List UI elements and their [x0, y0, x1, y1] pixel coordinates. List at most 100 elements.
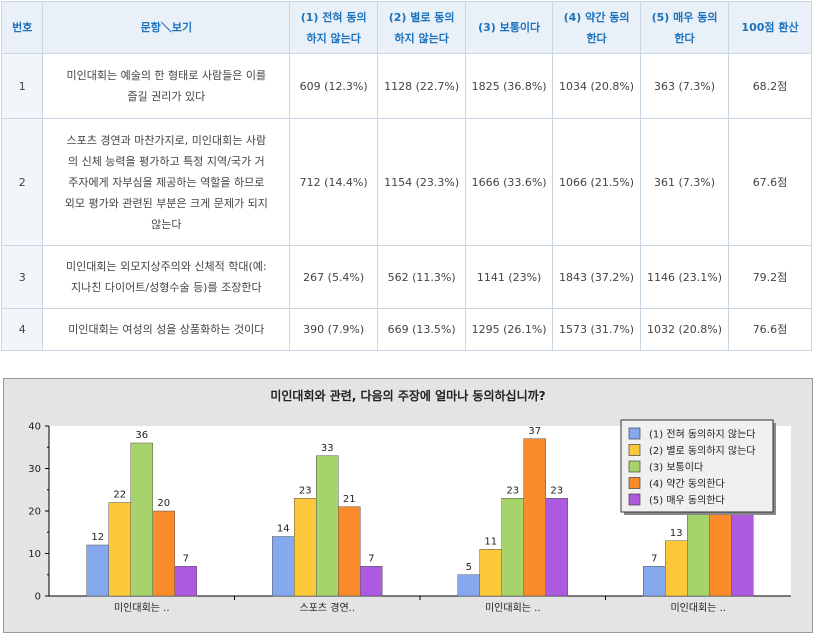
cell-option-4: 1843 (37.2%): [552, 245, 642, 309]
header-option-1-line1: (1) 전혀 동의: [300, 10, 367, 24]
chart-bars: 122236207142333217511233723713263221: [86, 426, 754, 597]
cell-option-1: 609 (12.3%): [289, 53, 379, 119]
x-tick-label: 미인대회는 ..: [485, 602, 541, 614]
table-row: 1 미인대회는 예술의 한 형태로 사람들은 이를 즐길 권리가 있다 609 …: [0, 53, 812, 119]
header-option-4-line1: (4) 약간 동의: [563, 10, 630, 24]
bar-2-cat-2: [294, 498, 317, 597]
chart-legend: (1) 전혀 동의하지 않는다 (2) 별로 동의하지 않는다 (3) 보통이다 (4…: [620, 419, 776, 515]
cell-option-3: 1825 (36.8%): [465, 53, 554, 119]
bar-value-label: 23: [550, 485, 563, 496]
x-tick-label: 스포츠 경연..: [299, 601, 355, 614]
statement-line: 외모 평가와 관련된 부분은 크게 문제가 되지: [64, 196, 268, 210]
header-option-5-line2: 한다: [674, 31, 695, 45]
cell-score: 68.2점: [728, 53, 812, 119]
bar-1-cat-2: [272, 536, 295, 597]
y-tick-label: 30: [28, 464, 41, 475]
row-number: 2: [0, 118, 44, 246]
statement-line: 미인대회는 여성의 성을 상품화하는 것이다: [68, 323, 265, 336]
y-tick-label: 10: [28, 549, 41, 560]
bar-value-label: 22: [113, 490, 126, 501]
statement-line: 미인대회는 예술의 한 형태로 사람들은 이를: [66, 69, 267, 82]
statement-line: 스포츠 경연과 마찬가지로, 미인대회는 사람: [66, 133, 267, 147]
bar-value-label: 7: [368, 553, 374, 564]
bar-value-label: 37: [528, 426, 541, 437]
header-option-1-line2: 하지 않는다: [306, 31, 361, 45]
legend-box: [620, 419, 774, 513]
header-no: 번호: [0, 1, 44, 54]
statement-line: 즐길 권리가 있다: [127, 90, 206, 103]
bar-5-cat-1: [174, 566, 197, 597]
cell-option-5: 1032 (20.8%): [640, 308, 730, 351]
y-tick-label: 0: [35, 592, 41, 603]
bar-4-cat-2: [338, 506, 361, 597]
table-row: 4 미인대회는 여성의 성을 상품화하는 것이다 390 (7.9%) 669 …: [0, 308, 812, 351]
bar-2-cat-4: [665, 540, 688, 597]
bar-value-label: 5: [466, 562, 472, 573]
bar-value-label: 36: [135, 430, 148, 441]
cell-score: 79.2점: [728, 245, 812, 309]
header-option-5-line1: (5) 매우 동의: [651, 10, 718, 24]
legend-label: (4) 약간 동의한다: [649, 478, 725, 490]
cell-option-4: 1066 (21.5%): [552, 118, 642, 246]
row-number: 4: [0, 308, 44, 351]
cell-option-2: 669 (13.5%): [377, 308, 467, 351]
legend-swatch: [628, 444, 641, 456]
legend-label: (2) 별로 동의하지 않는다: [649, 444, 756, 457]
bar-value-label: 7: [651, 553, 657, 564]
bar-5-cat-2: [360, 566, 383, 597]
bar-3-cat-2: [316, 455, 339, 597]
cell-option-1: 712 (14.4%): [289, 118, 379, 246]
x-tick-label: 미인대회는 ..: [114, 602, 170, 614]
cell-option-2: 562 (11.3%): [377, 245, 467, 309]
legend-swatch: [628, 493, 641, 506]
row-statement: 미인대회는 여성의 성을 상품화하는 것이다: [42, 308, 291, 351]
bar-1-cat-4: [643, 566, 666, 597]
bar-value-label: 12: [91, 532, 104, 543]
cell-option-5: 363 (7.3%): [640, 53, 730, 119]
header-option-2: (2) 별로 동의 하지 않는다: [377, 1, 467, 54]
cell-option-4: 1573 (31.7%): [552, 308, 642, 351]
legend-label: (5) 매우 동의한다: [649, 495, 725, 507]
table-row: 2 스포츠 경연과 마찬가지로, 미인대회는 사람 의 신체 능력을 평가하고 …: [0, 118, 812, 246]
header-score: 100점 환산: [728, 1, 812, 54]
row-statement: 미인대회는 예술의 한 형태로 사람들은 이를 즐길 권리가 있다: [42, 53, 291, 119]
bar-5-cat-3: [545, 498, 568, 597]
statement-line: 미인대회는 외모지상주의와 신체적 학대(예:: [65, 260, 267, 273]
bar-1-cat-1: [86, 544, 109, 597]
cell-option-2: 1154 (23.3%): [377, 118, 467, 246]
cell-option-1: 390 (7.9%): [289, 308, 379, 351]
cell-option-4: 1034 (20.8%): [552, 53, 642, 119]
legend-label: (3) 보통이다: [649, 462, 703, 474]
bar-4-cat-1: [152, 510, 175, 597]
cell-option-3: 1141 (23%): [465, 245, 554, 309]
bar-value-label: 7: [183, 553, 189, 564]
cell-score: 67.6점: [728, 118, 812, 246]
cell-option-5: 361 (7.3%): [640, 118, 730, 246]
cell-option-1: 267 (5.4%): [289, 245, 379, 309]
bar-4-cat-3: [523, 438, 546, 597]
bar-value-label: 13: [670, 528, 683, 539]
bar-value-label: 33: [321, 443, 334, 454]
cell-option-5: 1146 (23.1%): [640, 245, 730, 309]
header-option-2-line2: 하지 않는다: [394, 31, 449, 45]
y-tick-label: 20: [28, 507, 41, 518]
legend-label: (1) 전혀 동의하지 않는다: [649, 428, 756, 441]
statement-line: 않는다: [151, 217, 182, 231]
bar-value-label: 20: [157, 498, 170, 509]
bar-value-label: 11: [484, 536, 497, 547]
bar-value-label: 23: [506, 485, 519, 496]
cell-option-3: 1295 (26.1%): [465, 308, 554, 351]
bar-1-cat-3: [457, 574, 480, 597]
row-statement: 스포츠 경연과 마찬가지로, 미인대회는 사람 의 신체 능력을 평가하고 특정…: [42, 118, 291, 246]
bar-chart: 미인대회와 관련, 다음의 주장에 얼마나 동의하십니까? 0 10 20 30 40 미…: [28, 388, 791, 614]
row-number: 1: [0, 53, 44, 119]
header-statement: 문항＼보기: [42, 1, 291, 54]
cell-option-2: 1128 (22.7%): [377, 53, 467, 119]
bar-value-label: 14: [277, 524, 290, 535]
statement-line: 의 신체 능력을 평가하고 특정 지역/국가 거: [67, 154, 265, 168]
legend-swatch: [628, 427, 641, 440]
legend-swatch: [628, 477, 641, 489]
